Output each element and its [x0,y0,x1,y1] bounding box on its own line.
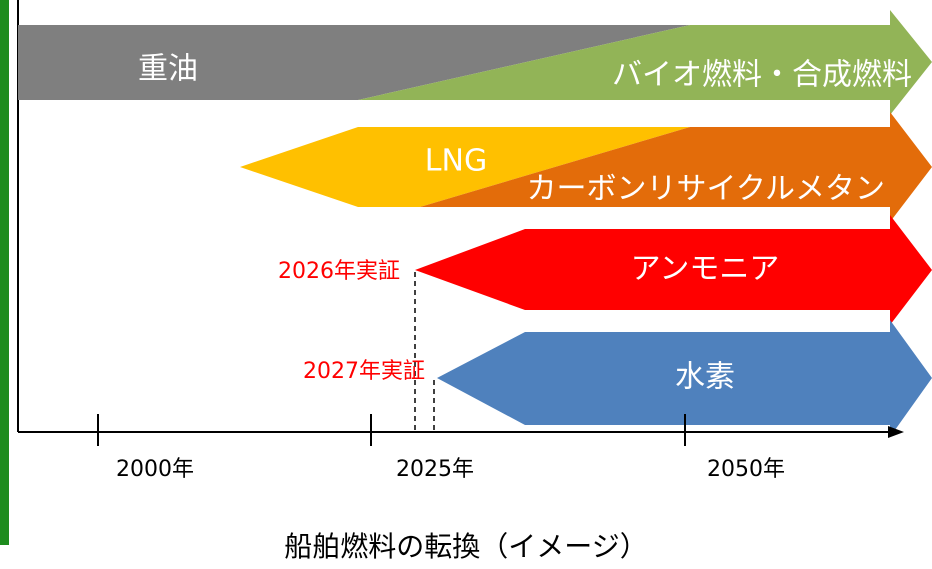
left-border [0,0,9,545]
caption: 船舶燃料の転換（イメージ） [284,530,647,563]
note: 2026年実証 [278,259,400,284]
heavy-oil-band [18,25,690,100]
note: 2027年実証 [303,359,425,384]
ammonia-band [415,215,932,325]
lng-band [240,127,690,207]
axis-arrow [888,426,904,438]
methane-band [420,112,932,222]
year-label: 2025年 [396,457,474,482]
band-label: アンモニア [631,252,780,287]
year-label: 2000年 [116,457,194,482]
year-label: 2050年 [707,457,785,482]
band-label: 重油 [138,52,198,87]
band-label: カーボンリサイクルメタン [527,172,886,207]
band-label: 水素 [675,360,735,395]
hydrogen-band [437,320,932,437]
band-label: LNG [425,144,487,179]
band-label: バイオ燃料・合成燃料 [612,58,912,93]
biofuel-band [358,10,932,115]
